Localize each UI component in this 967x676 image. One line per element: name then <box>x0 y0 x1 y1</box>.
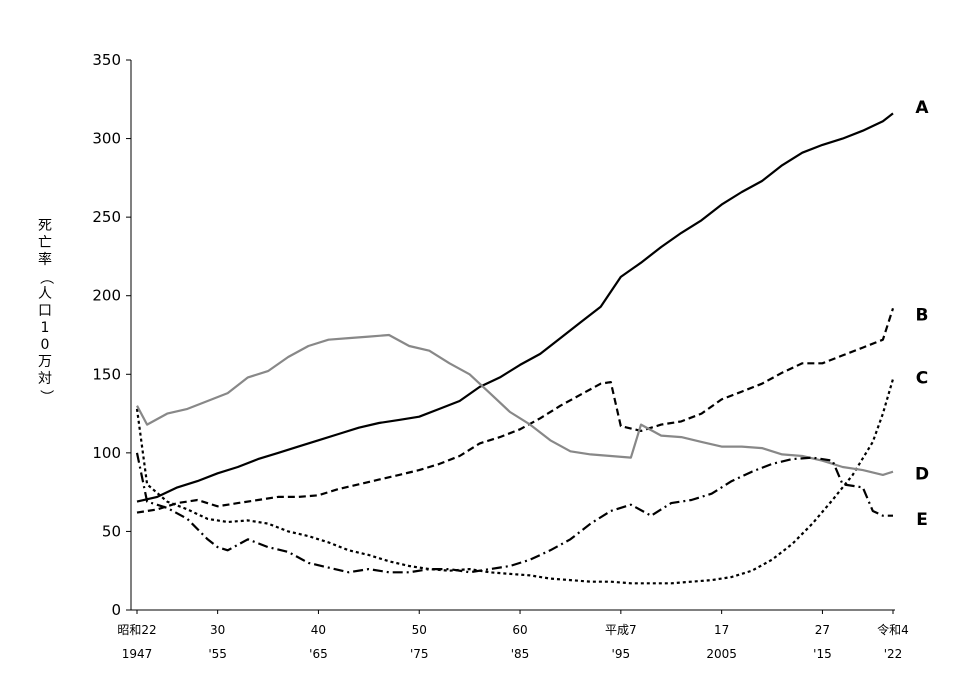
series-line-b <box>136 307 895 514</box>
x-tick-label: 60 <box>512 623 527 637</box>
x-tick-label: 50 <box>412 623 427 637</box>
series-line-e <box>135 452 893 574</box>
y-axis-title-char: 亡 <box>38 235 52 251</box>
y-tick-label: 300 <box>92 130 121 148</box>
series-line-c <box>135 378 895 585</box>
y-tick-label: 0 <box>111 601 121 619</box>
y-axis-title-char: 0 <box>40 337 50 353</box>
y-axis-title-char: 率 <box>38 252 52 268</box>
y-tick-label: 200 <box>92 287 121 305</box>
axes-layer: 0 50 100 150 200 250 300 350 昭和22 1947 30 '55 40 '65 5… <box>92 51 908 661</box>
x-tick-sublabel: '95 <box>612 647 631 661</box>
y-axis-title-char: 人 <box>38 286 52 302</box>
y-axis-title-char: （ <box>37 270 54 285</box>
x-tick-sublabel: 2005 <box>706 647 737 661</box>
x-tick-label: 昭和22 <box>117 623 156 637</box>
x-tick-label: 40 <box>311 623 326 637</box>
y-axis-title-char: 対 <box>38 371 52 387</box>
y-tick-label: 100 <box>92 444 121 462</box>
series-label-layer: A B C D E <box>915 98 929 530</box>
series-label-a: A <box>915 98 929 118</box>
x-tick-sublabel: '15 <box>813 647 832 661</box>
x-tick-sublabel: '75 <box>410 647 429 661</box>
x-tick-label: 30 <box>210 623 225 637</box>
x-tick-sublabel: '22 <box>884 647 903 661</box>
y-tick-label: 150 <box>92 365 121 383</box>
y-tick-label: 350 <box>92 51 121 69</box>
x-tick-sublabel: '65 <box>309 647 328 661</box>
y-axis-title-char: 口 <box>38 303 52 319</box>
series-label-c: C <box>916 368 928 388</box>
y-axis-title-char: 死 <box>38 218 52 234</box>
series-label-b: B <box>916 306 929 326</box>
y-axis-title: 死亡率 （人口 1 0 万対 ） <box>36 218 54 405</box>
series-line-a <box>136 112 894 503</box>
x-tick-label: 令和4 <box>877 622 909 637</box>
x-tick-sublabel: '55 <box>208 647 227 661</box>
series-line-d <box>136 333 894 476</box>
series-label-e: E <box>916 510 928 530</box>
y-axis-title-char: ） <box>37 389 54 404</box>
y-tick-label: 50 <box>102 522 121 540</box>
x-tick-label: 平成7 <box>605 623 637 637</box>
y-axis-title-char: 万 <box>38 354 52 370</box>
x-tick-sublabel: '85 <box>511 647 530 661</box>
y-axis-title-char: 1 <box>40 320 50 336</box>
x-tick-label: 27 <box>815 623 830 637</box>
x-tick-sublabel: 1947 <box>122 647 153 661</box>
series-layer <box>135 112 895 585</box>
series-label-d: D <box>915 464 929 484</box>
x-tick-label: 17 <box>714 623 729 637</box>
y-tick-label: 250 <box>92 208 121 226</box>
